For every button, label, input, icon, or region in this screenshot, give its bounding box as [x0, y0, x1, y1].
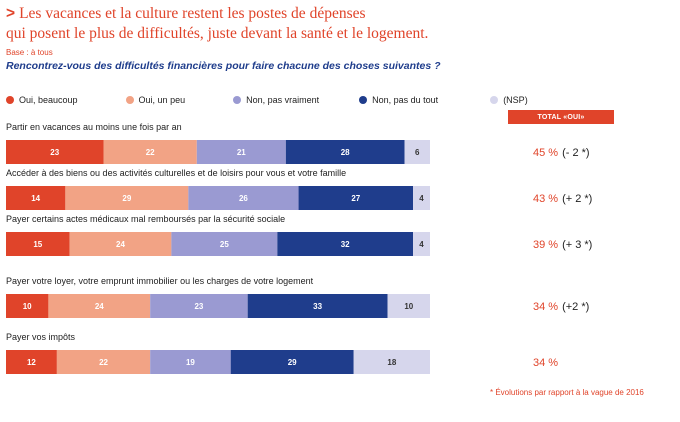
- bar-row: Payer votre loyer, votre emprunt immobil…: [6, 276, 589, 318]
- bar-segment-non-pas-vraiment: [196, 140, 286, 164]
- bar-segment-oui-un-peu: [48, 294, 151, 318]
- bar-segment-non-pas-du-tout: [298, 186, 414, 210]
- bar-segment-non-pas-vraiment: [188, 186, 299, 210]
- bar-segment-oui-beaucoup: [6, 140, 104, 164]
- total-oui-value: 43 % (+ 2 *): [533, 193, 592, 205]
- base-note: Base : à tous: [6, 48, 53, 57]
- total-oui-value: 45 % (- 2 *): [533, 147, 590, 159]
- bar-value-label: 29: [288, 358, 297, 367]
- bar-segment-non-pas-du-tout: [247, 294, 388, 318]
- total-oui-value: 34 %: [533, 357, 558, 369]
- category-label: Accéder à des biens ou des activités cul…: [6, 168, 346, 178]
- bar-segment-oui-beaucoup: [6, 232, 70, 256]
- bar-segment-oui-un-peu: [103, 140, 197, 164]
- bar-segment-nsp: [353, 350, 430, 374]
- category-label: Payer vos impôts: [6, 332, 76, 342]
- bar-value-label: 10: [23, 302, 32, 311]
- bar-value-label: 4: [419, 240, 424, 249]
- bar-segment-oui-beaucoup: [6, 186, 66, 210]
- evolution-value: (+ 2 *): [562, 193, 592, 205]
- total-percent: 34 %: [533, 357, 558, 369]
- legend-swatch-non-pas-vraiment: [233, 96, 242, 104]
- legend-label-oui-un-peu: Oui, un peu: [138, 95, 186, 105]
- category-label: Payer votre loyer, votre emprunt immobil…: [6, 276, 314, 286]
- bar-value-label: 33: [313, 302, 322, 311]
- bar-value-label: 29: [122, 194, 131, 203]
- bar-segment-oui-un-peu: [65, 186, 189, 210]
- bar-value-label: 15: [33, 240, 42, 249]
- bar-value-label: 23: [50, 148, 59, 157]
- bar-value-label: 22: [99, 358, 108, 367]
- legend-label-nsp: (NSP): [503, 95, 528, 105]
- bar-segment-non-pas-vraiment: [171, 232, 278, 256]
- bar-value-label: 27: [351, 194, 360, 203]
- question: Rencontrez-vous des difficultés financiè…: [6, 60, 441, 72]
- total-percent: 34 %: [533, 301, 558, 313]
- bar-value-label: 10: [404, 302, 413, 311]
- title-line-2: qui posent le plus de difficultés, juste…: [6, 25, 429, 42]
- bar-row: Accéder à des biens ou des activités cul…: [6, 168, 592, 210]
- bar-segment-nsp: [387, 294, 430, 318]
- bar-segment-oui-un-peu: [56, 350, 151, 374]
- evolution-value: (- 2 *): [562, 147, 590, 159]
- bar-segment-nsp: [404, 140, 430, 164]
- chevron-right-icon: >: [6, 5, 16, 22]
- bar-value-label: 24: [95, 302, 104, 311]
- bar-segment-non-pas-du-tout: [277, 232, 414, 256]
- total-oui-value: 34 % (+2 *): [533, 301, 589, 313]
- bar-segment-oui-un-peu: [69, 232, 172, 256]
- legend-swatch-non-pas-du-tout: [359, 96, 368, 104]
- bar-value-label: 32: [341, 240, 350, 249]
- legend-item-non-pas-du-tout: Non, pas du tout: [359, 95, 438, 105]
- category-label: Payer certains actes médicaux mal rembou…: [6, 214, 285, 224]
- total-percent: 45 %: [533, 147, 558, 159]
- total-oui-value: 39 % (+ 3 *): [533, 239, 592, 251]
- bar-value-label: 23: [194, 302, 203, 311]
- legend-label-non-pas-vraiment: Non, pas vraiment: [246, 95, 320, 105]
- total-oui-badge: TOTAL «OUI»: [508, 110, 614, 124]
- bar-value-label: 24: [116, 240, 125, 249]
- bar-value-label: 28: [341, 148, 350, 157]
- footnote: * Évolutions par rapport à la vague de 2…: [490, 388, 644, 397]
- legend-swatch-nsp: [490, 96, 499, 104]
- bar-segment-nsp: [413, 232, 430, 256]
- legend-item-non-pas-vraiment: Non, pas vraiment: [233, 95, 319, 105]
- bar-value-label: 19: [186, 358, 195, 367]
- category-label: Partir en vacances au moins une fois par…: [6, 122, 182, 132]
- title-line-1: Les vacances et la culture restent les p…: [19, 5, 366, 22]
- bar-segment-non-pas-vraiment: [150, 294, 248, 318]
- legend-item-nsp: (NSP): [490, 95, 528, 105]
- bar-value-label: 6: [415, 148, 420, 157]
- bar-value-label: 18: [387, 358, 396, 367]
- legend-swatch-oui-un-peu: [125, 96, 134, 104]
- evolution-value: (+2 *): [562, 301, 589, 313]
- legend-label-oui-beaucoup: Oui, beaucoup: [19, 95, 78, 105]
- bar-segment-oui-beaucoup: [6, 350, 57, 374]
- legend-item-oui-beaucoup: Oui, beaucoup: [6, 95, 78, 105]
- bar-value-label: 4: [419, 194, 424, 203]
- bar-row: Partir en vacances au moins une fois par…: [6, 122, 590, 164]
- bar-value-label: 21: [237, 148, 246, 157]
- total-percent: 39 %: [533, 239, 558, 251]
- chart-title: > Les vacances et la culture restent les …: [6, 4, 666, 44]
- bar-value-label: 22: [146, 148, 155, 157]
- bar-value-label: 14: [31, 194, 40, 203]
- bar-segment-nsp: [413, 186, 430, 210]
- bar-segment-non-pas-du-tout: [230, 350, 354, 374]
- bar-value-label: 25: [220, 240, 229, 249]
- total-percent: 43 %: [533, 193, 558, 205]
- legend-swatch-oui-beaucoup: [6, 96, 14, 104]
- bar-segment-non-pas-du-tout: [285, 140, 405, 164]
- evolution-value: (+ 3 *): [562, 239, 592, 251]
- bar-value-label: 26: [239, 194, 248, 203]
- bar-segment-non-pas-vraiment: [150, 350, 231, 374]
- legend: Oui, beaucoup Oui, un peu Non, pas vraimen…: [6, 94, 528, 106]
- bar-row: Payer vos impôts 12 22 19 29 18 34 %: [6, 332, 558, 374]
- bar-value-label: 12: [27, 358, 36, 367]
- bar-segment-oui-beaucoup: [6, 294, 49, 318]
- legend-label-non-pas-du-tout: Non, pas du tout: [372, 95, 439, 105]
- bar-row: Payer certains actes médicaux mal rembou…: [6, 214, 592, 256]
- legend-item-oui-un-peu: Oui, un peu: [125, 95, 186, 105]
